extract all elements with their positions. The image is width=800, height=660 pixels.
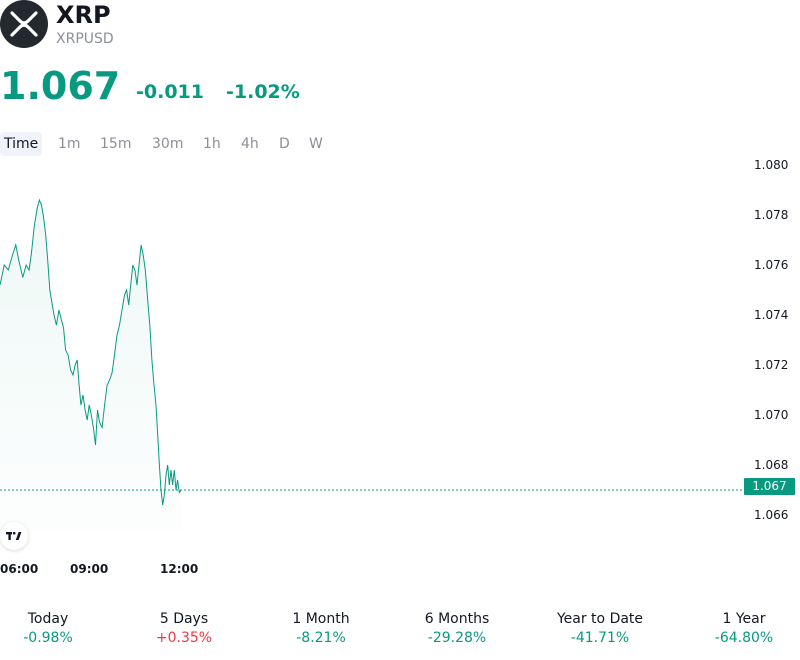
perf-5-days[interactable]: 5 Days +0.35% xyxy=(119,610,249,648)
y-tick-1-078: 1.078 xyxy=(754,208,789,222)
timeframe-time[interactable]: Time xyxy=(0,132,43,156)
perf-6-months[interactable]: 6 Months -29.28% xyxy=(392,610,522,648)
perf-today[interactable]: Today -0.98% xyxy=(0,610,113,648)
perf-value: -8.21% xyxy=(296,630,346,646)
perf-label: Year to Date xyxy=(556,611,644,627)
y-tick-1-066: 1.066 xyxy=(754,508,789,522)
xrp-x-icon xyxy=(10,11,38,37)
price-change: -0.011 xyxy=(136,81,204,103)
timeframe-d[interactable]: D xyxy=(279,136,290,152)
y-tick-1-072: 1.072 xyxy=(754,358,789,372)
perf-label: Today xyxy=(27,611,69,627)
price-change-percent: -1.02% xyxy=(226,81,300,103)
price-area-fill xyxy=(0,200,181,530)
perf-value: -64.80% xyxy=(714,630,774,646)
y-tick-1-074: 1.074 xyxy=(754,308,789,322)
y-tick-1-076: 1.076 xyxy=(754,258,789,272)
asset-name: XRP xyxy=(56,1,111,29)
perf-year-to-date[interactable]: Year to Date -41.71% xyxy=(535,610,665,648)
perf-value: -41.71% xyxy=(570,630,630,646)
timeframe-4h[interactable]: 4h xyxy=(241,136,259,152)
price-chart[interactable] xyxy=(0,160,800,540)
price-line xyxy=(0,198,182,506)
tradingview-icon xyxy=(6,531,22,540)
y-tick-1-080: 1.080 xyxy=(754,158,789,172)
y-tick-1-068: 1.068 xyxy=(754,458,789,472)
timeframe-1h[interactable]: 1h xyxy=(203,136,221,152)
current-price: 1.067 xyxy=(0,64,121,108)
perf-label: 1 Year xyxy=(722,611,766,627)
x-tick-0900: 09:00 xyxy=(70,562,109,576)
timeframe-w[interactable]: W xyxy=(309,136,323,152)
current-price-tag: 1.067 xyxy=(744,478,795,495)
timeframe-1m[interactable]: 1m xyxy=(58,136,81,152)
x-tick-1200: 12:00 xyxy=(160,562,199,576)
perf-1-month[interactable]: 1 Month -8.21% xyxy=(256,610,386,648)
perf-value: +0.35% xyxy=(155,630,213,646)
x-tick-0600: 06:00 xyxy=(0,562,39,576)
perf-label: 5 Days xyxy=(159,611,209,627)
perf-value: -29.28% xyxy=(427,630,487,646)
perf-label: 6 Months xyxy=(424,611,490,627)
perf-1-year[interactable]: 1 Year -64.80% xyxy=(679,610,800,648)
timeframe-15m[interactable]: 15m xyxy=(100,136,132,152)
y-tick-1-070: 1.070 xyxy=(754,408,789,422)
tradingview-logo[interactable] xyxy=(0,522,28,550)
asset-symbol: XRPUSD xyxy=(56,31,114,47)
perf-value: -0.98% xyxy=(23,630,73,646)
xrp-logo xyxy=(0,0,48,48)
perf-label: 1 Month xyxy=(292,611,350,627)
timeframe-30m[interactable]: 30m xyxy=(152,136,184,152)
